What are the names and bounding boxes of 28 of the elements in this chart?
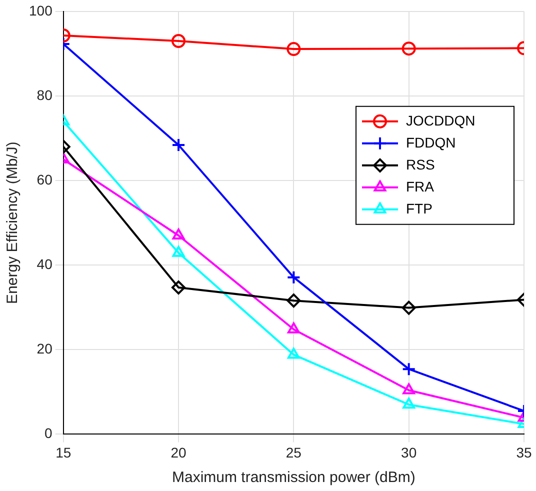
y-tick-label: 80 xyxy=(36,86,53,103)
point xyxy=(286,270,301,284)
legend-label: FTP xyxy=(406,200,432,216)
y-tick-label: 100 xyxy=(29,2,53,18)
legend-label: RSS xyxy=(406,156,435,172)
y-tick-label: 60 xyxy=(36,171,53,188)
y-tick-label: 20 xyxy=(36,340,53,356)
legend-label: FDDQN xyxy=(406,134,456,150)
point xyxy=(286,42,301,56)
y-axis-title: Energy Efficiency (Mb/J) xyxy=(4,142,22,304)
x-tick-label: 15 xyxy=(56,444,72,460)
y-tick-label: 0 xyxy=(44,425,53,442)
x-axis-title: Maximum transmission power (dBm) xyxy=(172,469,416,486)
point xyxy=(287,322,300,334)
legend-label: FRA xyxy=(406,178,435,194)
legend-label: JOCDDQN xyxy=(406,112,476,128)
point xyxy=(287,348,300,359)
x-tick-label: 30 xyxy=(401,444,417,460)
point xyxy=(172,280,186,294)
point xyxy=(286,294,301,308)
point xyxy=(172,34,186,48)
point xyxy=(172,246,185,257)
x-tick-label: 25 xyxy=(286,444,302,460)
x-tick-label: 35 xyxy=(516,444,532,460)
point xyxy=(172,228,185,240)
point xyxy=(172,138,186,152)
y-tick-label: 40 xyxy=(36,256,53,272)
x-tick-label: 20 xyxy=(170,444,187,460)
